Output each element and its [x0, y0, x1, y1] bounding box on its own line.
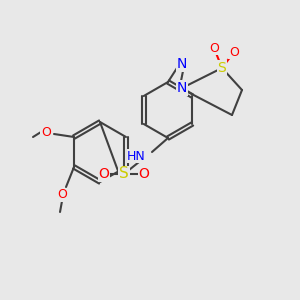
- Text: S: S: [218, 61, 226, 75]
- Text: O: O: [57, 188, 67, 202]
- Text: HN: HN: [127, 149, 146, 163]
- Text: S: S: [119, 167, 129, 182]
- Text: O: O: [99, 167, 110, 181]
- Text: O: O: [229, 46, 239, 59]
- Text: N: N: [177, 81, 187, 95]
- Text: N: N: [177, 57, 187, 71]
- Text: O: O: [139, 167, 149, 181]
- Text: O: O: [209, 41, 219, 55]
- Text: O: O: [41, 125, 51, 139]
